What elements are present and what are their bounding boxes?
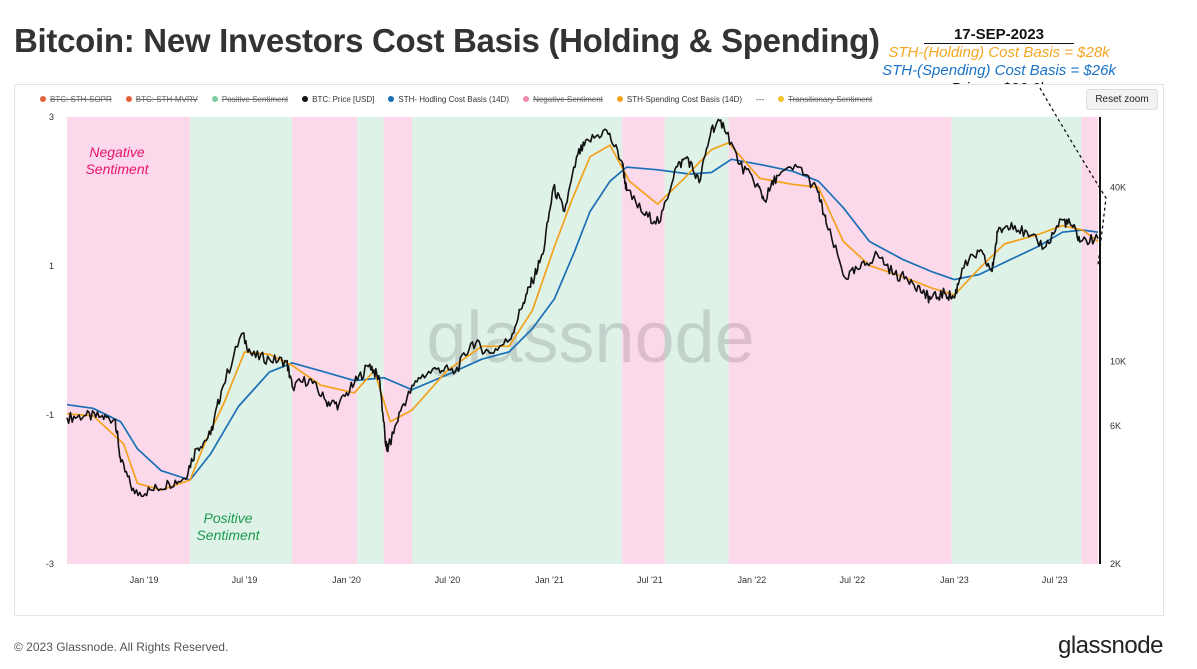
- region-positive-9: [951, 117, 1082, 564]
- legend-dot-icon: [616, 96, 623, 102]
- x-tick-label: Jul '22: [839, 575, 865, 585]
- watermark-text: glassnode: [426, 298, 754, 378]
- annotation-pointer: [1039, 87, 1107, 266]
- x-tick-label: Jan '22: [738, 575, 767, 585]
- region-positive-3: [357, 117, 384, 564]
- legend-dot-icon: [40, 96, 46, 102]
- positive-sentiment-label: Positive Sentiment: [196, 510, 260, 543]
- region-negative-8: [728, 117, 952, 564]
- legend-item-transitionary-sentiment[interactable]: Transitionary Sentiment: [778, 95, 872, 104]
- x-tick-label: Jul '23: [1042, 575, 1068, 585]
- chart-legend: BTC: STH-SOPR BTC: STH-MVRV Positive Sen…: [40, 92, 886, 106]
- legend-item-dashes[interactable]: ---: [756, 94, 765, 104]
- annotation-spending: STH-(Spending) Cost Basis = $26k: [882, 62, 1116, 79]
- left-tick-label: 1: [49, 261, 54, 271]
- series-line-spending-cost-basis: [66, 141, 1099, 491]
- left-tick-label: -1: [46, 410, 54, 420]
- x-tick-label: Jan '19: [130, 575, 159, 585]
- legend-item-negative-sentiment[interactable]: Negative Sentiment: [523, 95, 603, 104]
- region-negative-6: [622, 117, 665, 564]
- region-negative-10: [1081, 117, 1098, 564]
- legend-item-spending-cost-basis[interactable]: STH-Spending Cost Basis (14D): [616, 95, 742, 104]
- legend-item-positive-sentiment[interactable]: Positive Sentiment: [211, 95, 288, 104]
- legend-dot-icon: [388, 96, 395, 102]
- left-tick-label: 3: [49, 112, 54, 122]
- x-tick-label: Jan '21: [535, 575, 564, 585]
- region-negative-4: [383, 117, 412, 564]
- legend-item-holding-cost-basis[interactable]: STH- Hodling Cost Basis (14D): [388, 95, 509, 104]
- right-tick-label: 6K: [1110, 421, 1121, 431]
- x-tick-label: Jul '21: [637, 575, 663, 585]
- footer-copyright: © 2023 Glassnode. All Rights Reserved.: [14, 640, 229, 654]
- legend-dot-icon: [302, 96, 309, 102]
- legend-item-sth-mvrv[interactable]: BTC: STH-MVRV: [125, 95, 198, 104]
- series-line-price: [66, 118, 1099, 498]
- region-negative-2: [292, 117, 358, 564]
- page-title: Bitcoin: New Investors Cost Basis (Holdi…: [14, 22, 880, 59]
- legend-dot-icon: [523, 96, 530, 102]
- annotation-holding: STH-(Holding) Cost Basis = $28k: [888, 44, 1110, 61]
- x-tick-label: Jul '20: [435, 575, 461, 585]
- region-positive-1: [190, 117, 293, 564]
- legend-dot-icon: [125, 96, 132, 102]
- legend-dot-icon: [778, 96, 785, 102]
- right-tick-label: 2K: [1110, 559, 1121, 569]
- legend-item-sth-sopr[interactable]: BTC: STH-SOPR: [40, 95, 112, 104]
- region-negative-0: [67, 117, 191, 564]
- left-tick-label: -3: [46, 559, 54, 569]
- region-positive-5: [411, 117, 623, 564]
- x-tick-label: Jan '20: [332, 575, 361, 585]
- negative-sentiment-label: Negative Sentiment: [85, 144, 149, 177]
- series-line-holding-cost-basis: [66, 158, 1099, 481]
- region-positive-7: [664, 117, 729, 564]
- reset-zoom-button[interactable]: Reset zoom: [1086, 89, 1158, 110]
- legend-dot-icon: [211, 96, 218, 102]
- x-tick-label: Jan '23: [940, 575, 969, 585]
- x-tick-label: Jul '19: [232, 575, 258, 585]
- legend-item-price[interactable]: BTC: Price [USD]: [302, 95, 374, 104]
- annotation-date: 17-SEP-2023: [923, 26, 1075, 44]
- right-tick-label: 10K: [1110, 357, 1126, 367]
- glassnode-logo: glassnode: [1058, 632, 1163, 659]
- right-tick-label: 40K: [1110, 182, 1126, 192]
